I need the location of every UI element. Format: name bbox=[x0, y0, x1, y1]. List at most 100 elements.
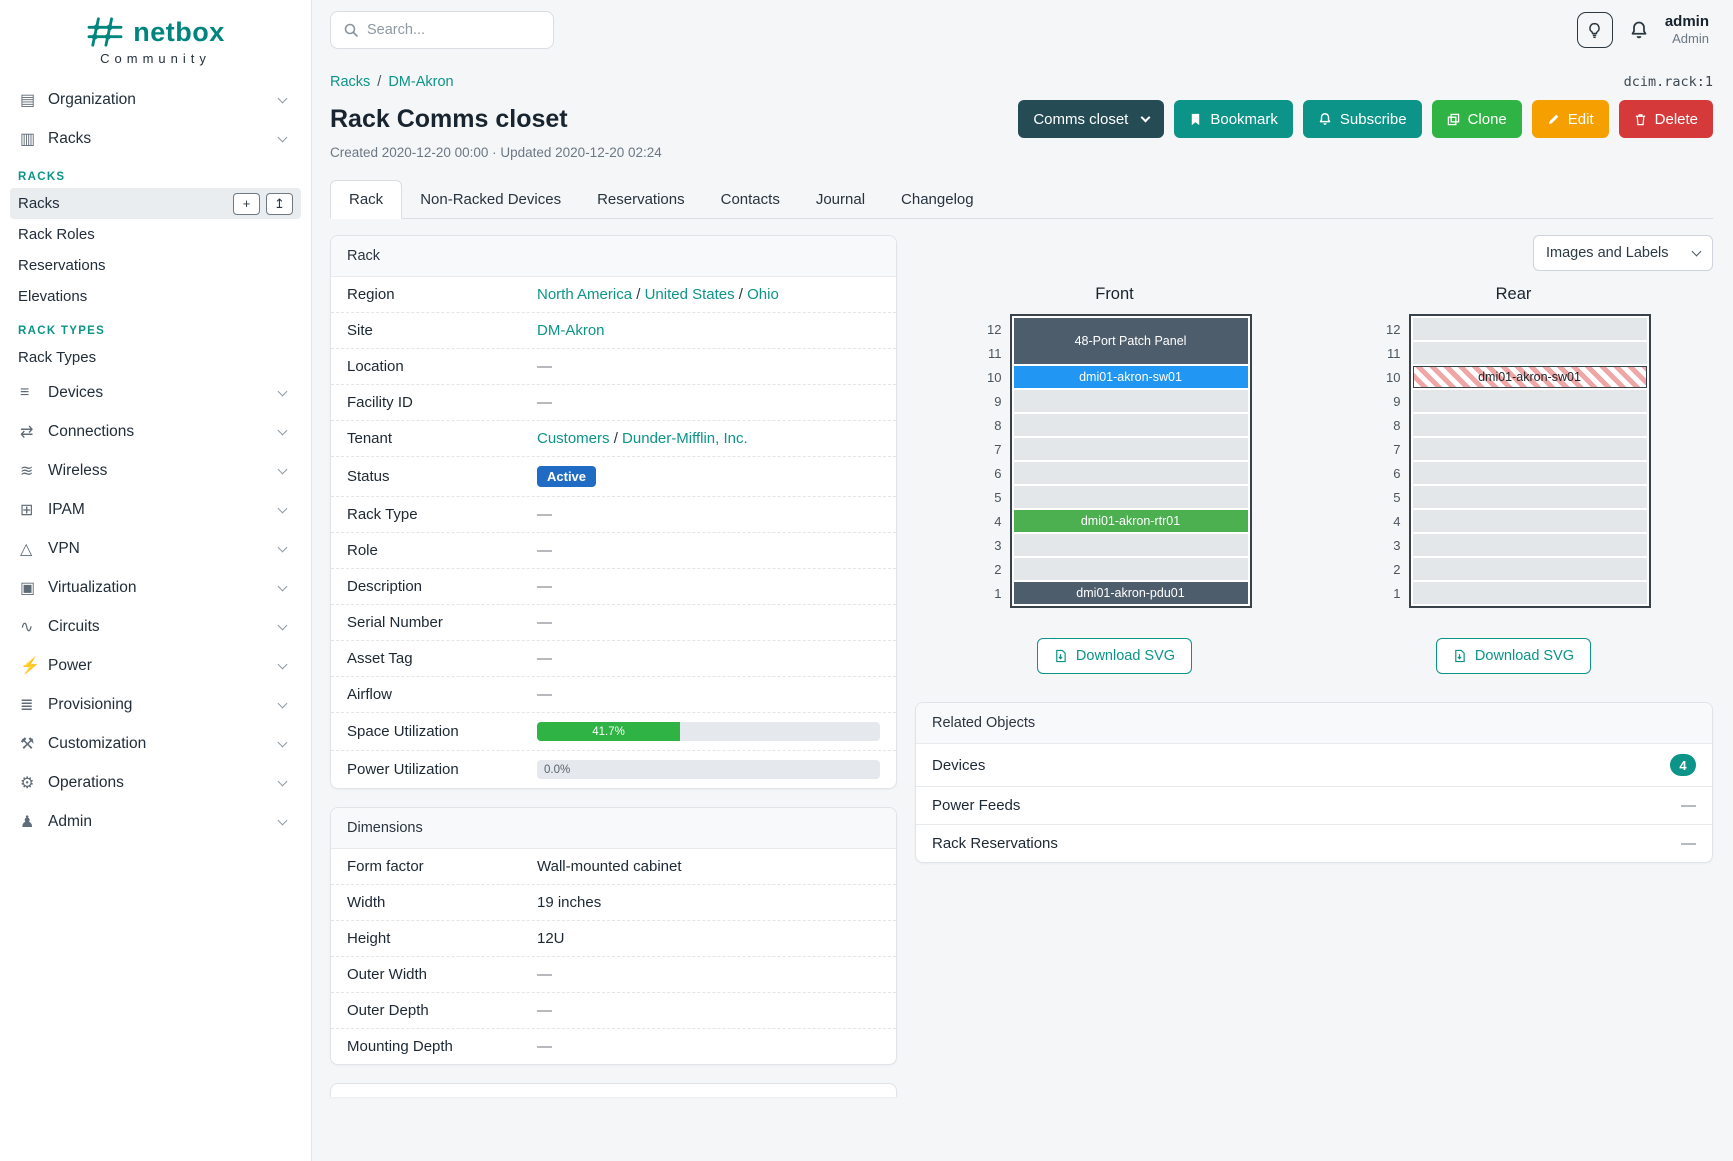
chevron-down-icon bbox=[277, 620, 288, 630]
search-box[interactable] bbox=[330, 11, 554, 49]
detail-label: Serial Number bbox=[347, 614, 443, 631]
sidebar-group-connections[interactable]: ⇄ Connections bbox=[10, 412, 301, 451]
detail-label: Status bbox=[347, 468, 390, 485]
related-value: — bbox=[1681, 835, 1696, 852]
sidebar-group-wireless[interactable]: ≋ Wireless bbox=[10, 451, 301, 490]
tab-journal[interactable]: Journal bbox=[815, 191, 866, 208]
related-row-power-feeds[interactable]: Power Feeds — bbox=[916, 787, 1712, 825]
notifications-button[interactable] bbox=[1629, 20, 1649, 40]
tab-rack[interactable]: Rack bbox=[330, 180, 403, 219]
sidebar-group-organization[interactable]: ▤ Organization bbox=[10, 80, 301, 119]
chevron-down-icon bbox=[277, 581, 288, 591]
search-input[interactable] bbox=[367, 22, 541, 38]
rack-device-dmi01-akron-sw01[interactable]: dmi01-akron-sw01 bbox=[1013, 366, 1248, 388]
progress-bar: 41.7% bbox=[537, 722, 880, 741]
detail-value: Wall-mounted cabinet bbox=[537, 858, 682, 875]
provisioning-icon: ≣ bbox=[20, 696, 34, 714]
detail-row: Form factor Wall-mounted cabinet bbox=[331, 849, 896, 885]
detail-label: Outer Width bbox=[347, 966, 428, 983]
user-menu[interactable]: admin Admin bbox=[1665, 13, 1709, 48]
rack-diagram: 48-Port Patch Panel dmi01-akron-sw01 dmi01… bbox=[1009, 314, 1252, 608]
import-button[interactable]: ↥ bbox=[266, 192, 293, 215]
topbar-right: admin Admin bbox=[1576, 12, 1713, 48]
bookmark-button[interactable]: Bookmark bbox=[1174, 100, 1293, 138]
detail-label: Outer Depth bbox=[347, 1002, 429, 1019]
detail-row: Outer Width — bbox=[331, 957, 896, 993]
detail-label: Description bbox=[347, 578, 423, 595]
link-dunder-mifflin-inc[interactable]: Dunder-Mifflin, Inc. bbox=[622, 430, 748, 447]
tab-contacts[interactable]: Contacts bbox=[720, 191, 780, 208]
link-customers[interactable]: Customers bbox=[537, 430, 610, 447]
download-svg-button[interactable]: Download SVG bbox=[1036, 638, 1193, 674]
bell-icon bbox=[1319, 113, 1331, 125]
sidebar-item-reservations[interactable]: Reservations bbox=[18, 257, 106, 274]
related-row-rack-reservations[interactable]: Rack Reservations — bbox=[916, 825, 1712, 862]
breadcrumb-link-site[interactable]: DM-Akron bbox=[388, 74, 454, 90]
sidebar-section-header: RACK TYPES bbox=[18, 325, 106, 337]
created-updated-meta: Created 2020-12-20 00:00 · Updated 2020-… bbox=[330, 145, 662, 160]
link-ohio[interactable]: Ohio bbox=[747, 286, 779, 303]
rack-device-dmi01-akron-rtr01[interactable]: dmi01-akron-rtr01 bbox=[1013, 510, 1248, 532]
brand-tagline: Community bbox=[100, 51, 211, 66]
related-card-rows: Devices 4 Power Feeds — Rack Reservation… bbox=[916, 744, 1712, 862]
sidebar-item-racks[interactable]: Racks + ↥ bbox=[10, 188, 301, 219]
netbox-logo[interactable]: netbox bbox=[0, 0, 311, 48]
link-dm-akron[interactable]: DM-Akron bbox=[537, 322, 605, 339]
link-north-america[interactable]: North America bbox=[537, 286, 633, 303]
add-button[interactable]: + bbox=[233, 192, 260, 215]
detail-label: Role bbox=[347, 542, 378, 559]
detail-value: DM-Akron bbox=[537, 322, 880, 339]
detail-row: Serial Number — bbox=[331, 605, 896, 641]
detail-value: — bbox=[537, 966, 552, 983]
rack-device-48-port-patch-panel[interactable]: 48-Port Patch Panel bbox=[1013, 318, 1248, 364]
sidebar-item-rack-roles[interactable]: Rack Roles bbox=[18, 226, 95, 243]
virtualization-icon: ▣ bbox=[20, 579, 36, 597]
sidebar-group-devices[interactable]: ≡ Devices bbox=[10, 373, 301, 412]
download-svg-button[interactable]: Download SVG bbox=[1435, 638, 1592, 674]
clone-button[interactable]: Clone bbox=[1431, 100, 1522, 138]
sidebar-item-rack-types[interactable]: Rack Types bbox=[18, 349, 97, 366]
tab-non-racked-devices[interactable]: Non-Racked Devices bbox=[420, 191, 562, 208]
rack-elevation-rear: Rear 12 11 10 9 8 7 6 5 4 3 2 1 dmi01-akron-sw01 Do… bbox=[1377, 285, 1651, 674]
detail-value: — bbox=[537, 1038, 552, 1055]
related-row-devices[interactable]: Devices 4 bbox=[916, 744, 1712, 787]
edit-button[interactable]: Edit bbox=[1531, 100, 1609, 138]
connections-icon: ⇄ bbox=[20, 423, 34, 441]
sidebar-group-admin[interactable]: ♟ Admin bbox=[10, 802, 301, 841]
chevron-down-icon bbox=[1140, 112, 1151, 122]
devices-icon: ≡ bbox=[20, 383, 30, 401]
subscribe-button[interactable]: Subscribe bbox=[1302, 100, 1422, 138]
sidebar-group-circuits[interactable]: ∿ Circuits bbox=[10, 607, 301, 646]
trash-icon bbox=[1635, 113, 1645, 125]
sidebar-group-vpn[interactable]: △ VPN bbox=[10, 529, 301, 568]
topbar: admin Admin bbox=[330, 0, 1713, 60]
sidebar-group-provisioning[interactable]: ≣ Provisioning bbox=[10, 685, 301, 724]
theme-toggle-button[interactable] bbox=[1576, 12, 1613, 48]
rack-context-dropdown[interactable]: Comms closet bbox=[1018, 100, 1165, 138]
tab-changelog[interactable]: Changelog bbox=[901, 191, 974, 208]
detail-label: Site bbox=[347, 322, 373, 339]
sidebar-item-elevations[interactable]: Elevations bbox=[18, 288, 88, 305]
lightbulb-icon bbox=[1589, 22, 1601, 38]
rack-device-dmi01-akron-sw01[interactable]: dmi01-akron-sw01 bbox=[1412, 366, 1647, 388]
elevation-title: Front bbox=[1095, 285, 1134, 303]
tab-reservations[interactable]: Reservations bbox=[597, 191, 685, 208]
copy-icon bbox=[1447, 113, 1459, 125]
rack-device-dmi01-akron-pdu01[interactable]: dmi01-akron-pdu01 bbox=[1013, 582, 1248, 604]
sidebar-group-ipam[interactable]: ⊞ IPAM bbox=[10, 490, 301, 529]
netbox-logo-icon bbox=[87, 17, 123, 47]
admin-icon: ♟ bbox=[20, 813, 35, 831]
rack-unit-numbers: 12 11 10 9 8 7 6 5 4 3 2 1 bbox=[1386, 322, 1401, 601]
sidebar-group-virtualization[interactable]: ▣ Virtualization bbox=[10, 568, 301, 607]
sidebar-group-operations[interactable]: ⚙ Operations bbox=[10, 763, 301, 802]
elevation-title: Rear bbox=[1495, 285, 1532, 303]
detail-label: Facility ID bbox=[347, 394, 413, 411]
link-united-states[interactable]: United States bbox=[644, 286, 735, 303]
sidebar-group-customization[interactable]: ⚒ Customization bbox=[10, 724, 301, 763]
images-labels-toggle[interactable]: Images and Labels bbox=[1533, 235, 1713, 271]
delete-button[interactable]: Delete bbox=[1618, 100, 1713, 138]
sidebar-group-power[interactable]: ⚡ Power bbox=[10, 646, 301, 685]
breadcrumb-link-racks[interactable]: Racks bbox=[330, 74, 371, 90]
sidebar-group-racks[interactable]: ▥ Racks bbox=[10, 119, 301, 158]
bookmark-icon bbox=[1192, 113, 1200, 125]
